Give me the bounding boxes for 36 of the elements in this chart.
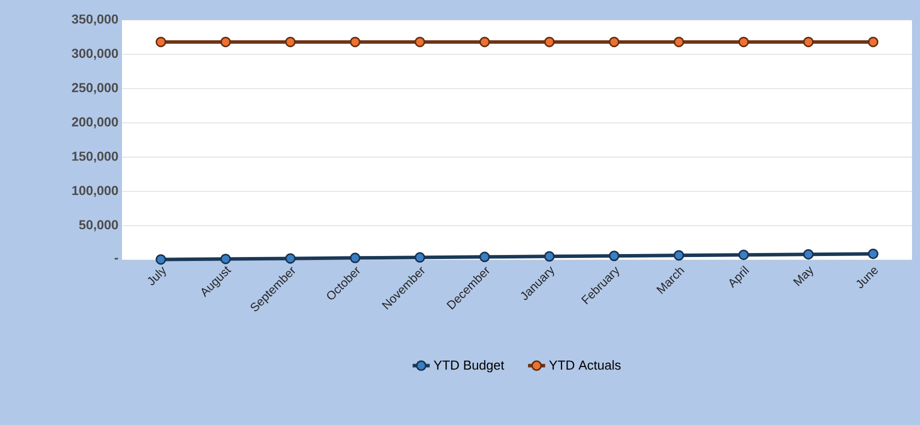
point — [414, 252, 426, 263]
legend-label: YTD Budget — [434, 360, 504, 372]
y-tick-label: 350,000 — [72, 14, 118, 26]
point — [350, 252, 360, 264]
point — [608, 250, 620, 262]
point — [479, 36, 490, 48]
point — [738, 36, 749, 48]
point — [156, 36, 166, 48]
y-tick-label: 150,000 — [72, 152, 118, 163]
point — [156, 254, 166, 265]
legend-label: YTD Actuals — [549, 360, 621, 370]
point — [350, 36, 360, 48]
point — [803, 249, 814, 260]
y-tick-label: 250,000 — [72, 83, 118, 94]
point — [608, 36, 620, 48]
point — [414, 36, 426, 48]
y-tick-label: - — [114, 258, 118, 260]
point — [285, 253, 296, 264]
point — [674, 36, 684, 48]
y-tick-label: 100,000 — [72, 186, 118, 197]
x-tick-label: July — [148, 266, 166, 286]
point — [544, 251, 555, 262]
point — [285, 36, 296, 48]
point — [868, 36, 878, 48]
point — [674, 250, 684, 261]
y-tick-label: 200,000 — [72, 117, 118, 128]
point — [803, 36, 814, 48]
y-tick-label: 300,000 — [72, 48, 118, 60]
point — [738, 250, 749, 260]
point — [220, 36, 231, 48]
point — [479, 252, 490, 262]
point — [220, 254, 231, 264]
x-tick-label: May — [793, 266, 814, 286]
y-tick-label: 50,000 — [79, 220, 118, 232]
point — [544, 36, 555, 48]
point — [868, 248, 878, 260]
